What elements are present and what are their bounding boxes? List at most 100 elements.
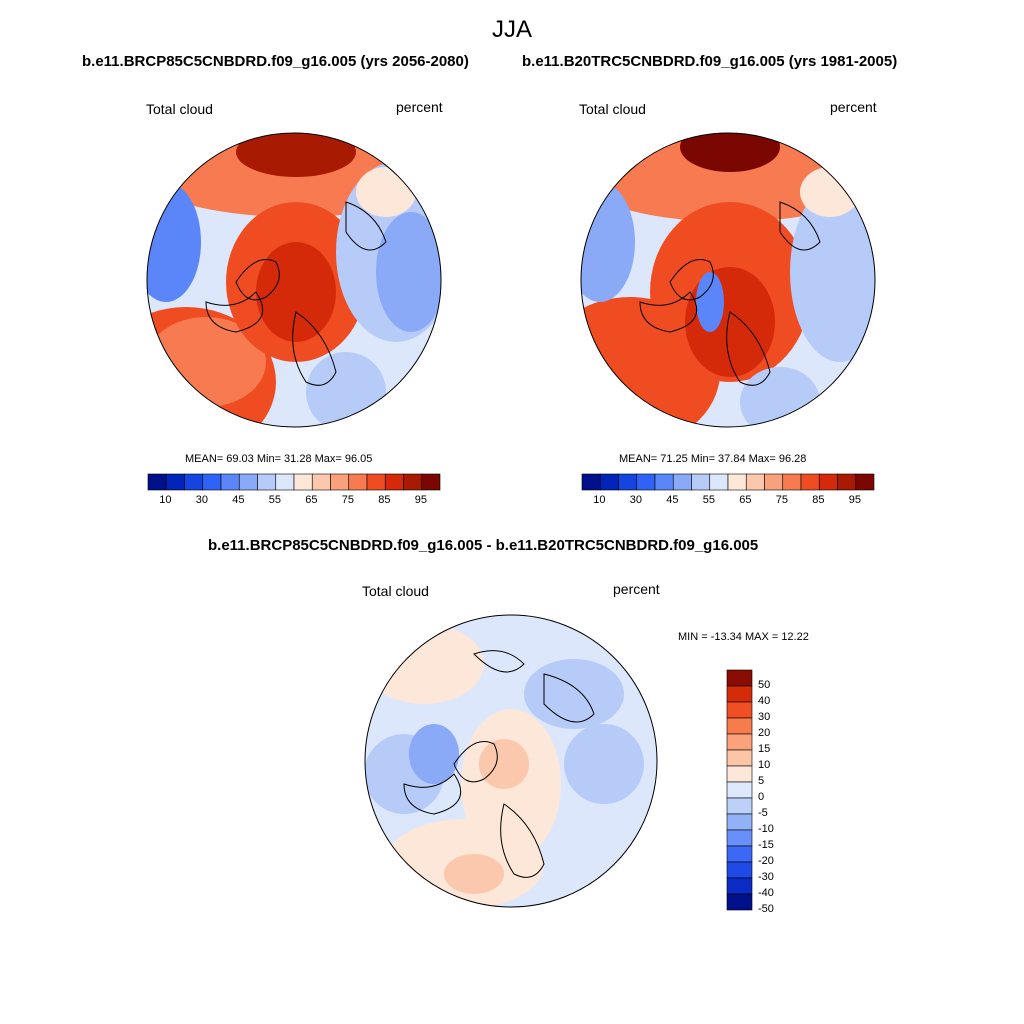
colorbar-swatch <box>403 473 423 491</box>
colorbar-tick-label: 10 <box>593 494 606 506</box>
panel-2-stats: MEAN= 71.25 Min= 37.84 Max= 96.28 <box>619 453 807 465</box>
colorbar-swatch <box>726 749 753 767</box>
colorbar-tick-label: 55 <box>702 494 715 506</box>
colorbar-swatch <box>147 473 167 491</box>
colorbar-swatch <box>636 473 656 491</box>
colorbar-swatch <box>311 473 331 491</box>
colorbar-swatch <box>726 845 753 863</box>
colorbar-swatch <box>366 473 386 491</box>
colorbar-tick-label: 50 <box>758 679 771 691</box>
colorbar-swatch <box>726 829 753 847</box>
panel-3-stats: MIN = -13.34 MAX = 12.22 <box>678 631 809 643</box>
panel-3-title: b.e11.BRCP85C5CNBDRD.f09_g16.005 - b.e11… <box>208 537 759 554</box>
colorbar-tick-label: -50 <box>758 903 774 915</box>
colorbar-tick-label: 30 <box>629 494 642 506</box>
colorbar-swatch <box>165 473 185 491</box>
colorbar-tick-label: -40 <box>758 887 774 899</box>
colorbar-swatch <box>257 473 277 491</box>
colorbar-swatch <box>421 473 441 491</box>
colorbar-tick-label: 20 <box>758 727 771 739</box>
colorbar-tick-label: 10 <box>758 759 771 771</box>
colorbar-swatch <box>726 893 753 911</box>
colorbar-swatch <box>581 473 601 491</box>
colorbar-swatch <box>855 473 875 491</box>
colorbar-tick-label: 0 <box>758 791 765 803</box>
colorbar-swatch <box>275 473 295 491</box>
panel-3-polar-map <box>364 614 658 908</box>
colorbar-swatch <box>800 473 820 491</box>
panel-3-field-label: Total cloud <box>362 583 429 599</box>
colorbar-tick-label: 85 <box>812 494 825 506</box>
panel-2-units-label: percent <box>830 99 877 115</box>
colorbar-tick-label: 65 <box>305 494 318 506</box>
colorbar-tick-label: 95 <box>414 494 427 506</box>
colorbar-swatch <box>654 473 674 491</box>
colorbar-swatch <box>726 685 753 703</box>
main-title: JJA <box>491 16 532 43</box>
panel-2-polar-map <box>580 132 876 428</box>
colorbar-swatch <box>238 473 258 491</box>
colorbar-swatch <box>726 733 753 751</box>
colorbar-swatch <box>220 473 240 491</box>
colorbar-swatch <box>709 473 729 491</box>
colorbar-tick-label: 30 <box>195 494 208 506</box>
colorbar-tick-label: -30 <box>758 871 774 883</box>
colorbar-swatch <box>726 781 753 799</box>
colorbar-swatch <box>330 473 350 491</box>
panel-1-polar-map <box>146 132 442 428</box>
colorbar-swatch <box>348 473 368 491</box>
colorbar-tick-label: 10 <box>159 494 172 506</box>
colorbar-swatch <box>726 813 753 831</box>
colorbar-swatch <box>691 473 711 491</box>
colorbar-tick-label: 45 <box>666 494 679 506</box>
panel-3-colorbar <box>726 669 753 911</box>
panel-1-stats: MEAN= 69.03 Min= 31.28 Max= 96.05 <box>185 453 373 465</box>
colorbar-swatch <box>672 473 692 491</box>
colorbar-tick-label: 40 <box>758 695 771 707</box>
colorbar-swatch <box>837 473 857 491</box>
colorbar-tick-label: 55 <box>268 494 281 506</box>
colorbar-tick-label: 85 <box>378 494 391 506</box>
panel-1-colorbar-labels: 10 30 45 55 65 75 85 95 <box>148 494 440 510</box>
colorbar-swatch <box>384 473 404 491</box>
colorbar-tick-label: 95 <box>848 494 861 506</box>
colorbar-tick-label: 45 <box>232 494 245 506</box>
colorbar-swatch <box>202 473 222 491</box>
panel-2-title: b.e11.B20TRC5CNBDRD.f09_g16.005 (yrs 198… <box>522 53 898 70</box>
panel-1-units-label: percent <box>396 99 443 115</box>
colorbar-swatch <box>764 473 784 491</box>
colorbar-swatch <box>726 765 753 783</box>
panel-1-colorbar <box>147 473 441 491</box>
panel-1-title: b.e11.BRCP85C5CNBDRD.f09_g16.005 (yrs 20… <box>82 53 469 70</box>
panel-3-colorbar-labels: 50 40 30 20 15 10 5 0 -5 -10 -15 -20 -30 -40 -50 <box>758 670 798 915</box>
panel-2-field-label: Total cloud <box>579 101 646 117</box>
colorbar-tick-label: 15 <box>758 743 771 755</box>
colorbar-tick-label: -15 <box>758 839 774 851</box>
colorbar-swatch <box>745 473 765 491</box>
colorbar-tick-label: 5 <box>758 775 765 787</box>
colorbar-swatch <box>184 473 204 491</box>
colorbar-tick-label: -5 <box>758 807 768 819</box>
colorbar-swatch <box>726 861 753 879</box>
colorbar-swatch <box>782 473 802 491</box>
panel-1-field-label: Total cloud <box>146 101 213 117</box>
colorbar-swatch <box>726 717 753 735</box>
colorbar-swatch <box>726 877 753 895</box>
colorbar-tick-label: 75 <box>341 494 354 506</box>
colorbar-tick-label: 30 <box>758 711 771 723</box>
colorbar-tick-label: -20 <box>758 855 774 867</box>
colorbar-tick-label: 65 <box>739 494 752 506</box>
panel-3-units-label: percent <box>613 581 660 597</box>
colorbar-tick-label: 75 <box>775 494 788 506</box>
colorbar-tick-label: -10 <box>758 823 774 835</box>
colorbar-swatch <box>727 473 747 491</box>
colorbar-swatch <box>726 701 753 719</box>
panel-2-colorbar <box>581 473 875 491</box>
colorbar-swatch <box>726 669 753 687</box>
colorbar-swatch <box>818 473 838 491</box>
colorbar-swatch <box>599 473 619 491</box>
colorbar-swatch <box>618 473 638 491</box>
colorbar-swatch <box>293 473 313 491</box>
colorbar-swatch <box>726 797 753 815</box>
panel-2-colorbar-labels: 10 30 45 55 65 75 85 95 <box>582 494 874 510</box>
